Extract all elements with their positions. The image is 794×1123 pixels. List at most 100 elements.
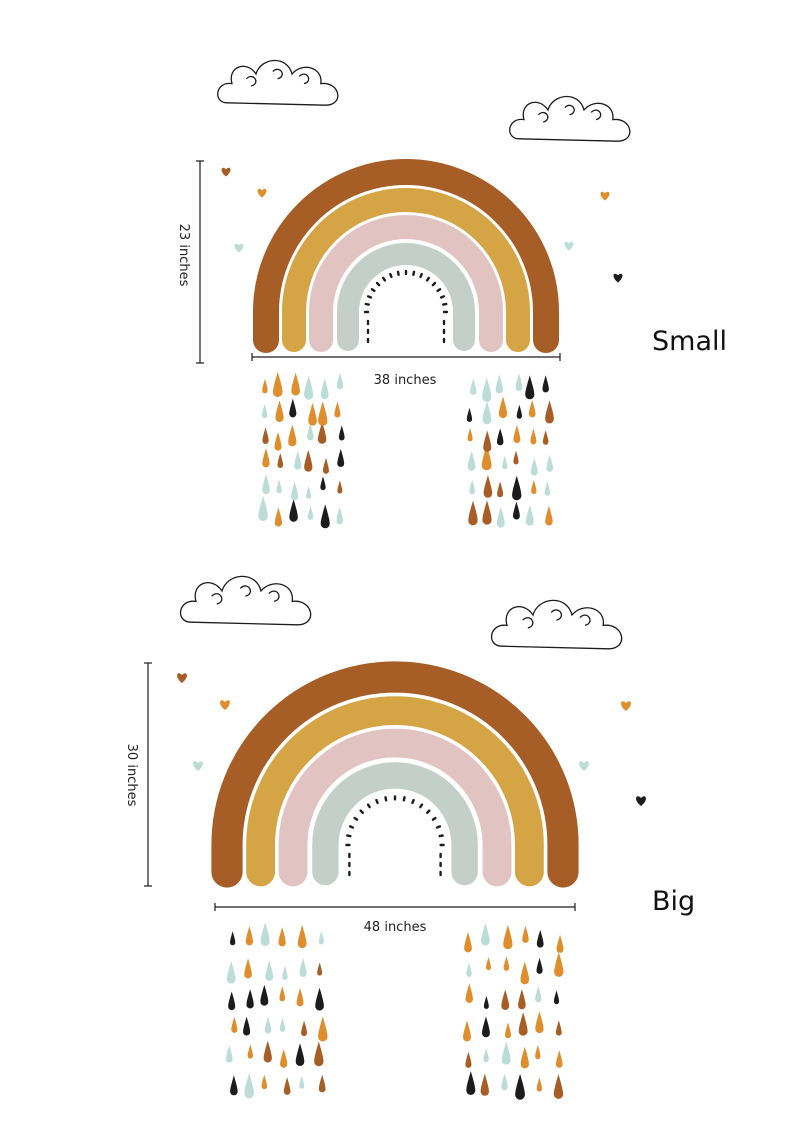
raindrop xyxy=(513,501,520,520)
raindrop xyxy=(304,375,314,400)
raindrop xyxy=(245,926,254,946)
heart xyxy=(564,241,574,251)
raindrop xyxy=(262,474,270,495)
raindrop xyxy=(337,448,345,468)
raindrop xyxy=(486,956,492,971)
raindrop xyxy=(545,505,553,526)
rainbow-band xyxy=(253,159,559,353)
raindrop xyxy=(247,1044,253,1059)
raindrop xyxy=(482,1016,490,1038)
rainbow-band xyxy=(309,215,503,352)
raindrop xyxy=(503,956,510,971)
raindrop xyxy=(291,481,299,501)
raindrop xyxy=(463,1020,471,1042)
width-label: 38 inches xyxy=(374,373,437,388)
raindrop xyxy=(295,1043,305,1066)
raindrop xyxy=(525,505,534,526)
raindrop xyxy=(481,444,492,471)
raindrop xyxy=(496,428,504,446)
raindrop xyxy=(320,504,330,529)
rainbow-dot xyxy=(439,295,446,299)
raindrop xyxy=(466,962,472,977)
rainbow-dot xyxy=(438,834,444,838)
raindrop xyxy=(468,500,478,526)
raindrop xyxy=(482,500,492,525)
raindrop xyxy=(230,1075,238,1096)
raindrop xyxy=(467,450,476,471)
raindrop xyxy=(515,373,523,391)
raindrop xyxy=(264,1016,272,1034)
rainbow-dot xyxy=(353,816,359,821)
raindrop xyxy=(504,1022,512,1039)
raindrop xyxy=(466,1071,476,1095)
raindrop xyxy=(464,931,472,953)
rainbow-dot xyxy=(426,809,431,814)
raindrop xyxy=(555,1050,563,1068)
rainbow-dot xyxy=(389,272,393,279)
raindrop xyxy=(334,401,341,418)
rainbow-dot xyxy=(412,270,416,276)
rainbow-dot xyxy=(419,272,423,279)
height-label: 30 inches xyxy=(124,744,139,807)
rainbow-dot xyxy=(359,809,364,814)
raindrop xyxy=(482,377,492,402)
raindrop xyxy=(262,378,268,394)
raindrop xyxy=(496,506,505,528)
rainbow-dot xyxy=(348,825,355,829)
raindrop xyxy=(304,449,313,472)
raindrop xyxy=(554,952,564,977)
raindrop xyxy=(262,448,270,468)
raindrop xyxy=(262,427,269,444)
raindrop xyxy=(263,1040,272,1063)
width-label: 48 inches xyxy=(364,920,427,935)
raindrop xyxy=(531,479,537,494)
raindrop xyxy=(483,1048,489,1063)
raindrop xyxy=(525,375,535,400)
raindrop xyxy=(314,1041,324,1067)
raindrop xyxy=(279,986,286,1002)
heart xyxy=(193,761,203,771)
rainbow-dot xyxy=(419,803,424,809)
raindrop xyxy=(536,1077,543,1092)
raindrop xyxy=(282,965,288,980)
raindrop xyxy=(289,499,298,522)
heart xyxy=(234,243,244,253)
raindrop xyxy=(299,1075,305,1089)
raindrop xyxy=(544,481,551,496)
raindrop xyxy=(318,930,324,945)
raindrop xyxy=(501,989,510,1011)
raindrop xyxy=(337,480,343,494)
rainbow-dot xyxy=(382,276,387,282)
raindrop xyxy=(260,922,270,946)
raindrop xyxy=(513,424,521,444)
rainbow-dot xyxy=(375,798,379,805)
raindrop xyxy=(512,475,522,501)
raindrop xyxy=(296,988,304,1007)
raindrop xyxy=(318,1016,328,1042)
raindrop xyxy=(231,1016,238,1033)
rainbow-band xyxy=(312,762,478,886)
raindrop xyxy=(277,453,284,468)
raindrop xyxy=(336,372,344,390)
raindrop xyxy=(283,1077,291,1095)
rainbow-dot xyxy=(402,796,406,802)
raindrop xyxy=(513,450,519,465)
rainbow-band xyxy=(211,661,579,888)
raindrop xyxy=(465,983,474,1003)
raindrop xyxy=(278,927,286,947)
rainbow-dot xyxy=(411,798,415,805)
raindrop xyxy=(535,1011,544,1034)
rainbow-dot xyxy=(366,803,371,809)
raindrop xyxy=(520,961,530,985)
raindrop xyxy=(244,958,252,979)
rainbow-dot xyxy=(442,302,448,306)
rainbow-dot xyxy=(425,276,430,282)
raindrop xyxy=(546,454,554,472)
raindrop xyxy=(530,457,538,476)
heart xyxy=(600,191,610,201)
raindrop xyxy=(498,396,508,419)
heart xyxy=(257,188,267,198)
raindrop xyxy=(483,995,489,1010)
